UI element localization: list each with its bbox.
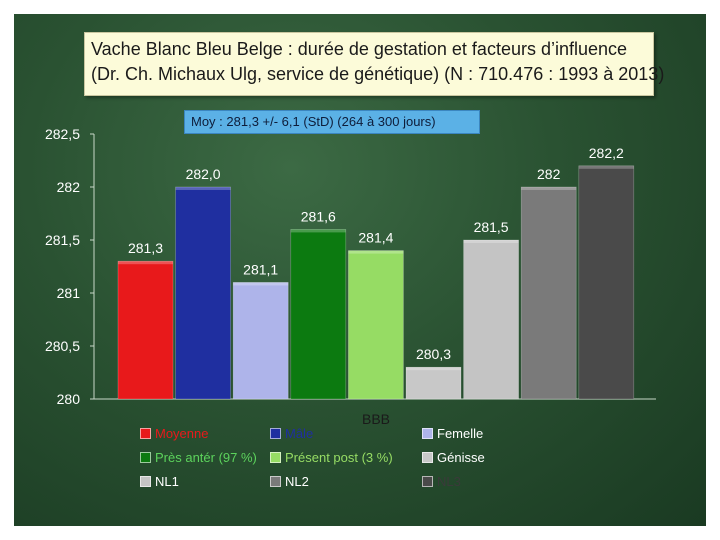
data-label-8: 282: [537, 166, 561, 182]
legend-item: Près antér (97 %): [140, 450, 257, 465]
bar-highlight-7: [463, 240, 519, 243]
title-line-2: (Dr. Ch. Michaux Ulg, service de génétiq…: [91, 64, 665, 84]
bar-highlight-3: [233, 282, 289, 286]
legend-swatch: [270, 476, 281, 487]
bar-highlight-4: [290, 229, 346, 233]
y-tick-label: 280,5: [45, 338, 80, 354]
bar-highlight-8: [521, 187, 577, 190]
bar-1: [117, 260, 174, 400]
legend-item: Génisse: [422, 450, 485, 465]
data-label-2: 282,0: [186, 166, 221, 182]
legend-swatch: [422, 428, 433, 439]
bar-4: [290, 229, 347, 400]
bar-5: [348, 250, 404, 400]
legend-item: NL2: [270, 474, 309, 489]
bar-highlight-1: [118, 261, 173, 265]
bar-3: [232, 282, 289, 400]
legend-item: Mâle: [270, 426, 313, 441]
legend-item: NL1: [140, 474, 179, 489]
legend-swatch: [422, 476, 433, 487]
legend-label: Mâle: [285, 426, 314, 441]
bar-highlight-9: [578, 165, 634, 169]
y-tick-label: 281,5: [45, 232, 80, 248]
legend-swatch: [270, 452, 281, 463]
y-tick-label: 282: [57, 179, 81, 195]
title-line-1: Vache Blanc Bleu Belge : durée de gestat…: [91, 39, 628, 59]
y-tick-label: 282,5: [45, 126, 80, 142]
legend-label: NL2: [285, 474, 309, 489]
legend-item: NL3: [422, 474, 461, 489]
data-label-1: 281,3: [128, 240, 163, 256]
bar-7: [463, 239, 519, 400]
x-axis-label: BBB: [362, 411, 390, 427]
bar-6: [405, 366, 462, 400]
data-label-9: 282,2: [589, 145, 624, 161]
legend-label: NL1: [155, 474, 179, 489]
legend-swatch: [270, 428, 281, 439]
data-label-3: 281,1: [243, 261, 278, 277]
legend-swatch: [140, 452, 151, 463]
bar-8: [520, 186, 577, 400]
bar-highlight-5: [348, 250, 404, 254]
legend-label: Près antér (97 %): [155, 450, 257, 465]
data-label-4: 281,6: [301, 208, 336, 224]
legend-item: Moyenne: [140, 426, 208, 441]
legend-swatch: [422, 452, 433, 463]
chart-legend: Moyenne Mâle Femelle Près antér (97 %) Prése…: [140, 426, 500, 506]
legend-swatch: [140, 428, 151, 439]
bar-9: [578, 165, 635, 400]
bar-highlight-6: [406, 367, 461, 371]
y-tick-label: 281: [57, 285, 81, 301]
data-label-7: 281,5: [474, 219, 509, 235]
y-tick-label: 280: [57, 391, 81, 407]
mean-note-box: Moy : 281,3 +/- 6,1 (StD) (264 à 300 jou…: [184, 110, 480, 134]
bar-2: [175, 186, 231, 400]
legend-label: Moyenne: [155, 426, 209, 441]
legend-label: Présent post (3 %): [285, 450, 393, 465]
legend-item: Présent post (3 %): [270, 450, 393, 465]
legend-label: Femelle: [437, 426, 484, 441]
bar-highlight-2: [175, 187, 231, 190]
title-box: Vache Blanc Bleu Belge : durée de gestat…: [84, 32, 665, 96]
legend-item: Femelle: [422, 426, 483, 441]
data-label-5: 281,4: [358, 230, 393, 246]
legend-swatch: [140, 476, 151, 487]
data-label-6: 280,3: [416, 346, 451, 362]
legend-label: Génisse: [437, 450, 485, 465]
legend-label: NL3: [437, 474, 461, 489]
